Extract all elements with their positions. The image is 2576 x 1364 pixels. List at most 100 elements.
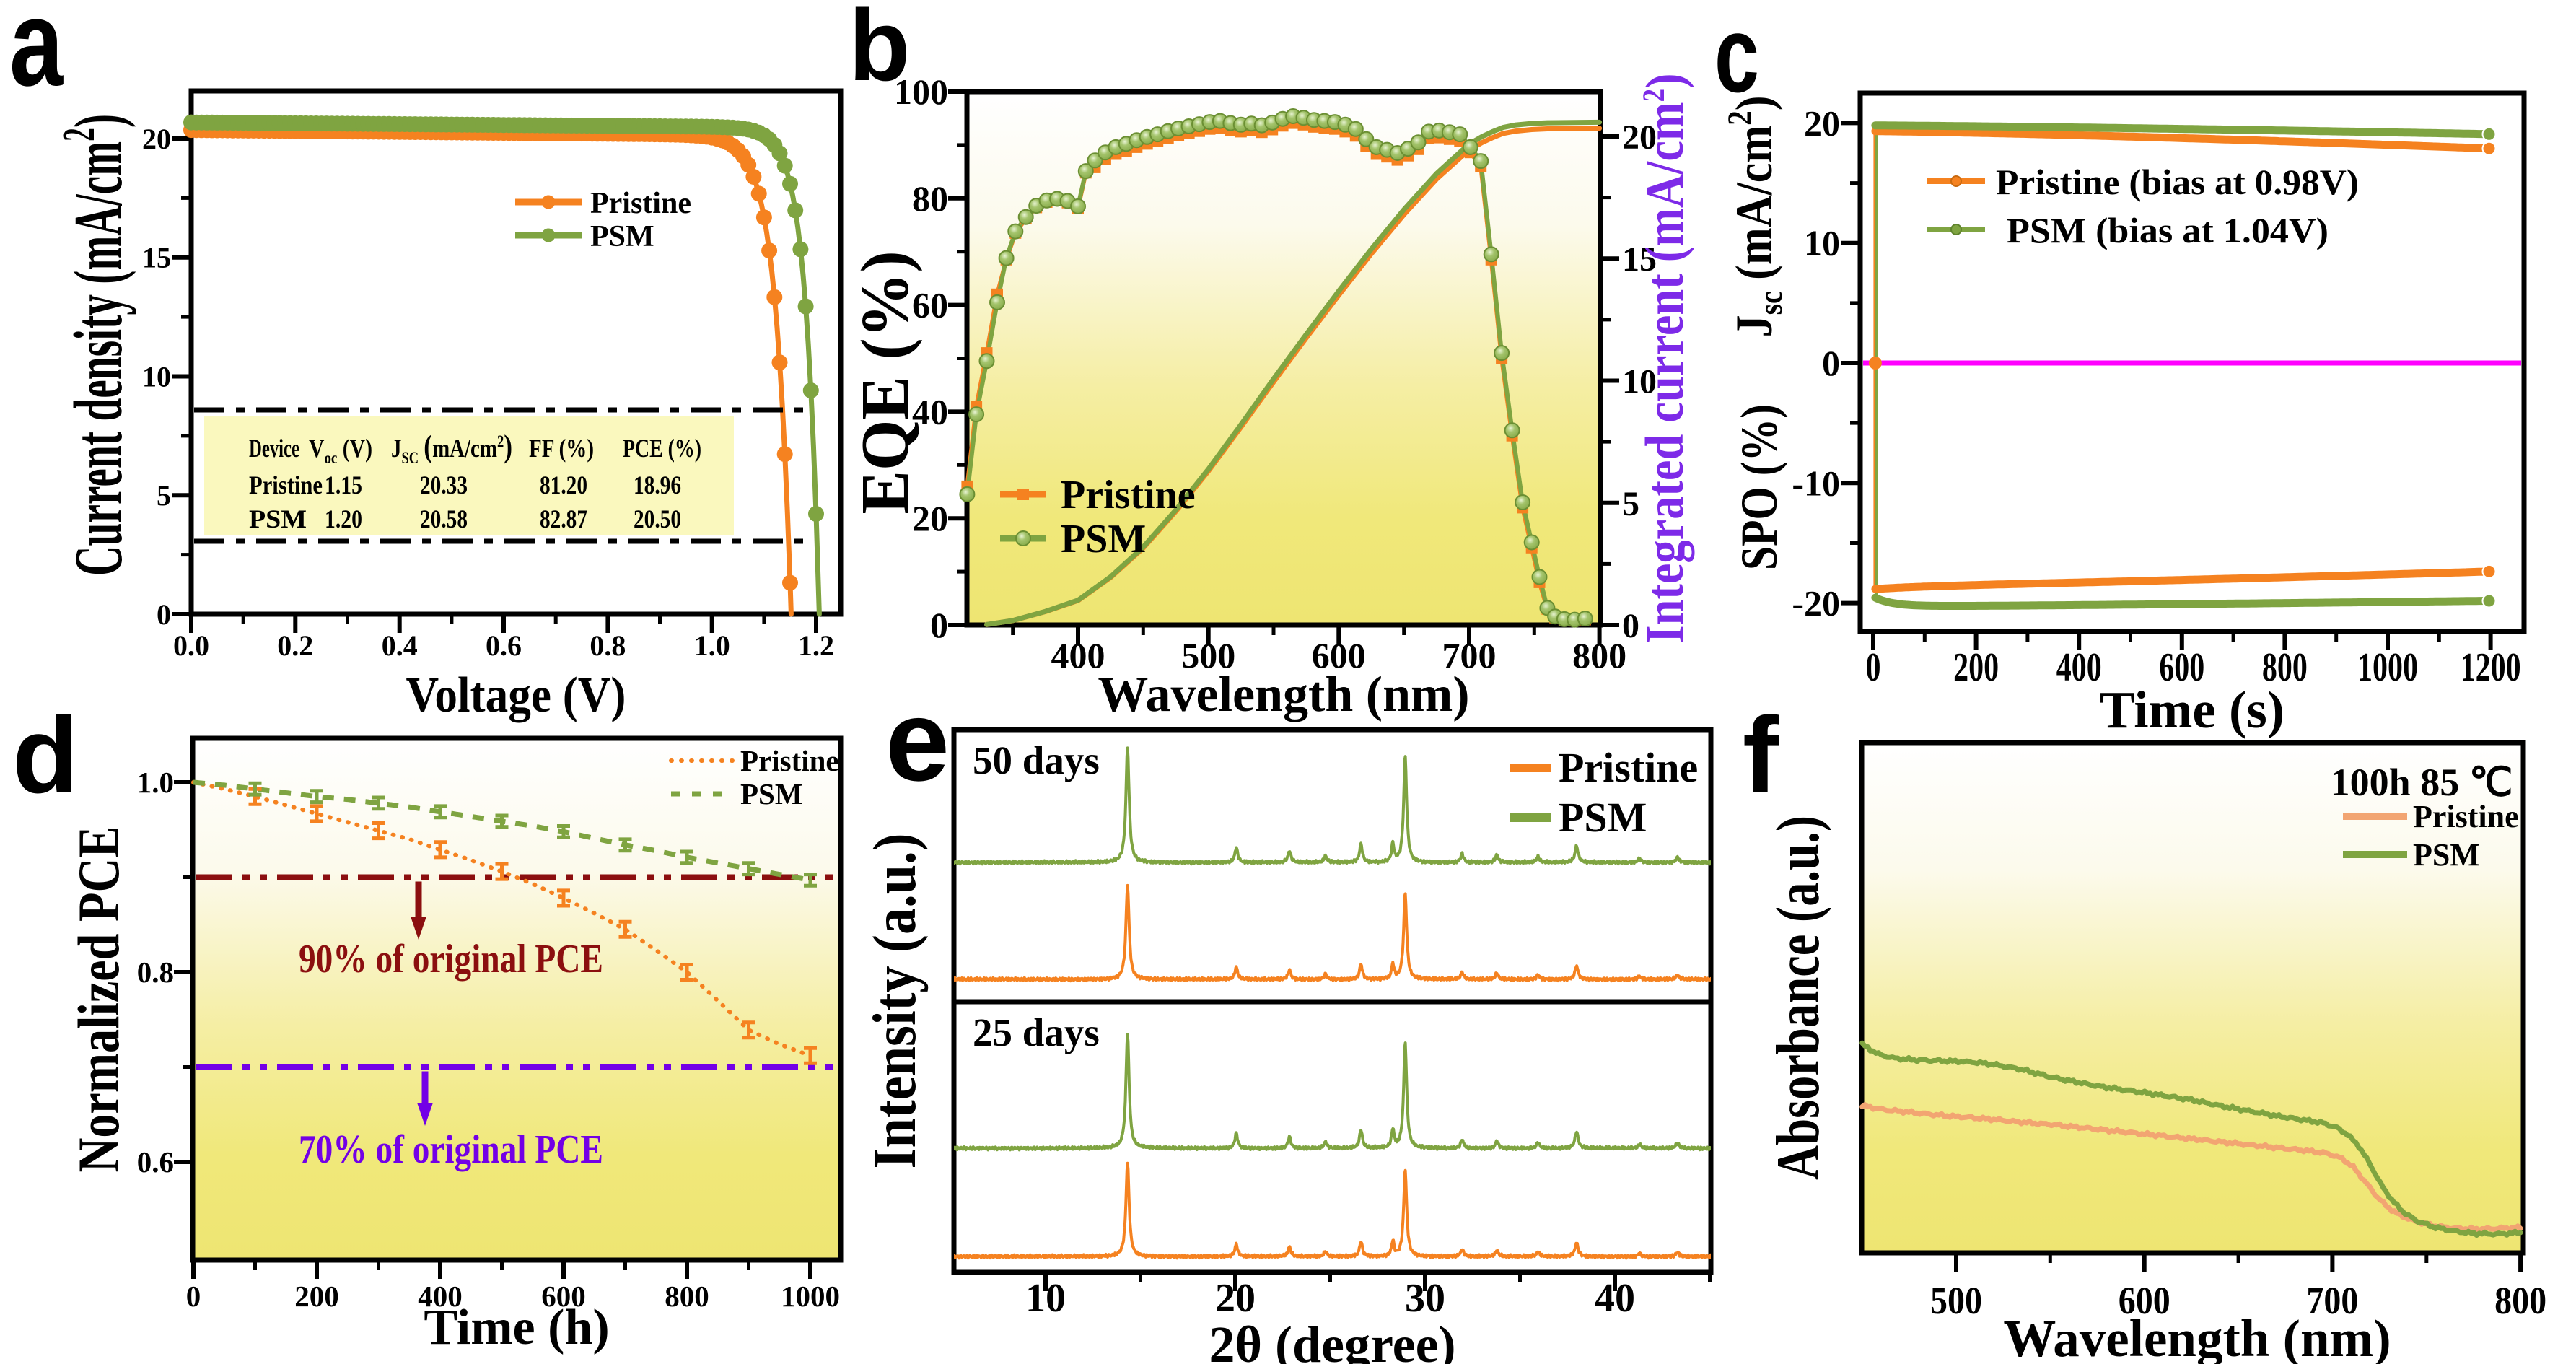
svg-text:800: 800 xyxy=(2262,645,2308,690)
svg-text:PSM (bias at 1.04V): PSM (bias at 1.04V) xyxy=(2007,210,2329,250)
svg-text:30: 30 xyxy=(1405,1276,1445,1321)
svg-text:0.2: 0.2 xyxy=(277,629,313,662)
svg-text:0: 0 xyxy=(1622,607,1639,645)
svg-text:20.58: 20.58 xyxy=(420,504,468,533)
svg-text:PSM: PSM xyxy=(1559,794,1647,841)
svg-text:0.4: 0.4 xyxy=(382,629,418,662)
svg-text:d: d xyxy=(12,694,79,816)
svg-text:15: 15 xyxy=(1622,240,1657,279)
svg-text:5: 5 xyxy=(1622,485,1639,523)
svg-text:1.2: 1.2 xyxy=(798,629,834,662)
svg-text:400: 400 xyxy=(418,1280,463,1313)
svg-text:25 days: 25 days xyxy=(973,1010,1100,1054)
svg-text:15: 15 xyxy=(142,242,171,274)
svg-text:Time (s): Time (s) xyxy=(2100,681,2284,739)
svg-text:1000: 1000 xyxy=(2357,645,2418,690)
svg-text:2θ (degree): 2θ (degree) xyxy=(1209,1316,1455,1364)
svg-text:82.87: 82.87 xyxy=(540,504,587,533)
svg-text:40: 40 xyxy=(912,391,948,432)
svg-text:200: 200 xyxy=(294,1280,339,1313)
svg-text:PSM: PSM xyxy=(590,220,654,253)
svg-text:0.8: 0.8 xyxy=(137,956,174,989)
svg-text:0.8: 0.8 xyxy=(590,629,626,662)
svg-text:10: 10 xyxy=(142,361,171,393)
svg-text:b: b xyxy=(849,0,911,102)
svg-text:0.6: 0.6 xyxy=(137,1145,174,1179)
svg-text:PSM: PSM xyxy=(249,504,307,533)
svg-text:Pristine (bias at 0.98V): Pristine (bias at 0.98V) xyxy=(1996,162,2359,202)
svg-text:1.0: 1.0 xyxy=(137,766,174,799)
svg-text:1.20: 1.20 xyxy=(325,504,362,533)
svg-text:70% of original PCE: 70% of original PCE xyxy=(299,1127,603,1172)
svg-text:Pristine: Pristine xyxy=(1061,473,1196,517)
svg-text:50 days: 50 days xyxy=(973,738,1100,782)
svg-text:e: e xyxy=(885,676,950,805)
svg-text:0: 0 xyxy=(1866,645,1881,690)
svg-text:Voltage (V): Voltage (V) xyxy=(406,668,626,723)
svg-text:80: 80 xyxy=(912,178,948,219)
svg-text:-20: -20 xyxy=(1792,583,1840,624)
svg-text:Pristine: Pristine xyxy=(2413,799,2519,834)
svg-text:10: 10 xyxy=(1025,1276,1066,1321)
svg-text:1000: 1000 xyxy=(781,1280,840,1313)
svg-text:0.6: 0.6 xyxy=(486,629,522,662)
svg-text:Pristine: Pristine xyxy=(740,744,839,777)
svg-text:40: 40 xyxy=(1595,1276,1635,1321)
svg-text:Pristine: Pristine xyxy=(590,187,691,220)
svg-text:500: 500 xyxy=(1181,635,1235,676)
svg-text:20: 20 xyxy=(912,498,948,538)
svg-text:600: 600 xyxy=(2159,645,2204,690)
svg-text:800: 800 xyxy=(665,1280,709,1313)
svg-text:PCE (%): PCE (%) xyxy=(623,434,701,463)
svg-text:Current density (mA/cm2): Current density (mA/cm2) xyxy=(55,114,136,576)
svg-text:600: 600 xyxy=(1312,635,1366,676)
svg-text:100: 100 xyxy=(894,71,948,112)
svg-text:81.20: 81.20 xyxy=(540,471,587,499)
svg-text:0.0: 0.0 xyxy=(173,629,209,662)
svg-text:Normalized PCE: Normalized PCE xyxy=(66,826,131,1173)
svg-text:1.15: 1.15 xyxy=(325,471,362,499)
svg-text:a: a xyxy=(9,0,64,112)
svg-text:Jsc (mA/cm2): Jsc (mA/cm2) xyxy=(1721,96,1789,338)
svg-text:1200: 1200 xyxy=(2461,645,2521,690)
svg-text:20.33: 20.33 xyxy=(420,471,468,499)
svg-text:700: 700 xyxy=(2306,1279,2358,1322)
svg-text:PSM: PSM xyxy=(2413,837,2480,873)
svg-text:f: f xyxy=(1743,694,1779,816)
svg-text:Time (h): Time (h) xyxy=(424,1300,609,1355)
svg-text:20: 20 xyxy=(1215,1276,1256,1321)
svg-text:FF (%): FF (%) xyxy=(529,434,594,463)
svg-text:600: 600 xyxy=(541,1280,586,1313)
svg-text:90% of original PCE: 90% of original PCE xyxy=(299,937,603,982)
svg-text:20.50: 20.50 xyxy=(634,504,681,533)
svg-text:0: 0 xyxy=(1822,343,1840,383)
svg-text:1.0: 1.0 xyxy=(694,629,730,662)
svg-text:20: 20 xyxy=(1622,118,1657,157)
svg-text:800: 800 xyxy=(2494,1279,2546,1322)
svg-text:EQE (%): EQE (%) xyxy=(848,251,923,515)
svg-text:400: 400 xyxy=(2056,645,2102,690)
svg-text:200: 200 xyxy=(1953,645,1999,690)
svg-text:Pristine: Pristine xyxy=(1559,744,1698,791)
svg-text:400: 400 xyxy=(1051,635,1105,676)
svg-text:10: 10 xyxy=(1622,363,1657,401)
svg-text:SPO (%): SPO (%) xyxy=(1730,404,1788,570)
svg-text:10: 10 xyxy=(1804,223,1840,263)
svg-text:5: 5 xyxy=(157,479,171,512)
svg-text:Wavelength (nm): Wavelength (nm) xyxy=(1098,667,1469,722)
svg-text:Intensity (a.u.): Intensity (a.u.) xyxy=(861,834,929,1169)
svg-text:20: 20 xyxy=(142,123,171,155)
svg-text:Integrated current (mA/cm2): Integrated current (mA/cm2) xyxy=(1635,74,1695,644)
svg-text:60: 60 xyxy=(912,285,948,325)
svg-text:100h 85 ℃: 100h 85 ℃ xyxy=(2331,761,2513,804)
svg-text:Wavelength (nm): Wavelength (nm) xyxy=(2003,1309,2391,1364)
svg-text:PSM: PSM xyxy=(740,777,803,810)
svg-text:500: 500 xyxy=(1930,1279,1982,1322)
svg-text:0: 0 xyxy=(157,598,171,631)
svg-text:800: 800 xyxy=(1572,635,1626,676)
svg-text:18.96: 18.96 xyxy=(634,471,681,499)
svg-text:700: 700 xyxy=(1442,635,1497,676)
svg-text:Device: Device xyxy=(249,434,299,463)
svg-text:Absorbance (a.u.): Absorbance (a.u.) xyxy=(1764,816,1832,1180)
svg-text:600: 600 xyxy=(2119,1279,2170,1322)
